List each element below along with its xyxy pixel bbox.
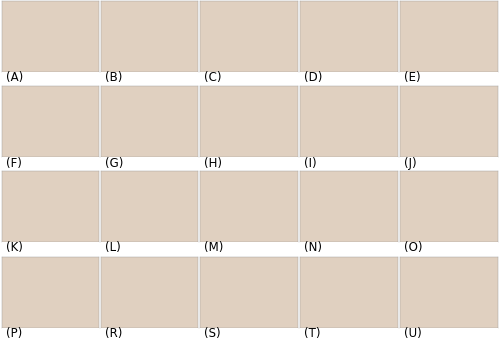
Text: (C): (C) <box>204 71 222 84</box>
Text: (B): (B) <box>105 71 122 84</box>
Text: (M): (M) <box>204 241 224 255</box>
Text: (A): (A) <box>6 71 23 84</box>
Text: (T): (T) <box>304 328 320 341</box>
Text: (F): (F) <box>6 156 22 169</box>
Text: (G): (G) <box>105 156 124 169</box>
Text: (O): (O) <box>404 241 422 255</box>
Text: (U): (U) <box>404 328 421 341</box>
Text: (P): (P) <box>6 328 22 341</box>
Text: (E): (E) <box>404 71 420 84</box>
Text: (H): (H) <box>204 156 222 169</box>
Text: (K): (K) <box>6 241 23 255</box>
Text: (J): (J) <box>404 156 416 169</box>
Text: (R): (R) <box>105 328 122 341</box>
Text: (N): (N) <box>304 241 322 255</box>
Text: (S): (S) <box>204 328 220 341</box>
Text: (D): (D) <box>304 71 322 84</box>
Text: (I): (I) <box>304 156 316 169</box>
Text: (L): (L) <box>105 241 120 255</box>
